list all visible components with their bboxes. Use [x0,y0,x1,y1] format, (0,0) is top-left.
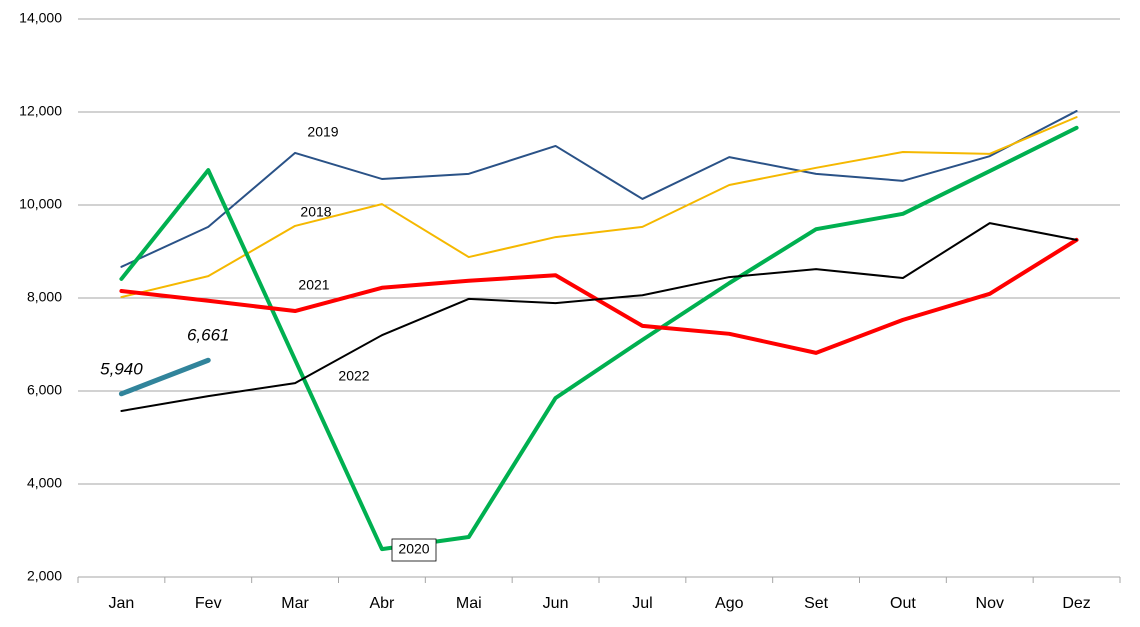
series-line [119,125,1079,552]
x-tick-label: Jan [109,595,135,612]
series-line [119,237,1079,355]
x-tick-label: Mar [281,595,309,612]
x-tick-label: Nov [976,595,1004,612]
y-tick-label: 10,000 [19,196,62,212]
y-tick-label: 4,000 [27,475,62,491]
series-line [120,110,1078,268]
data-label: 6,661 [187,326,230,345]
x-tick-label: Ago [715,595,744,612]
series-line [120,222,1078,412]
x-tick-label: Dez [1062,595,1090,612]
y-tick-label: 6,000 [27,382,62,398]
x-tick-label: Jul [632,595,652,612]
series-annotation: 2022 [338,368,369,384]
x-tick-label: Mai [456,595,482,612]
series-annotation: 2019 [307,124,338,140]
x-tick-label: Abr [369,595,395,612]
y-tick-label: 2,000 [27,568,62,584]
series-annotation: 2020 [398,541,429,557]
y-tick-label: 8,000 [27,289,62,305]
series-line [118,357,211,397]
series-annotation: 2021 [298,277,329,293]
x-tick-label: Fev [195,595,222,612]
annotation-box [391,538,437,562]
series-annotation: 2018 [300,204,331,220]
x-tick-label: Out [890,595,916,612]
x-tick-label: Set [804,595,829,612]
data-label: 5,940 [100,359,143,378]
y-tick-label: 12,000 [19,103,62,119]
y-tick-label: 14,000 [19,10,62,26]
x-tick-label: Jun [543,595,569,612]
series-line [120,116,1078,299]
